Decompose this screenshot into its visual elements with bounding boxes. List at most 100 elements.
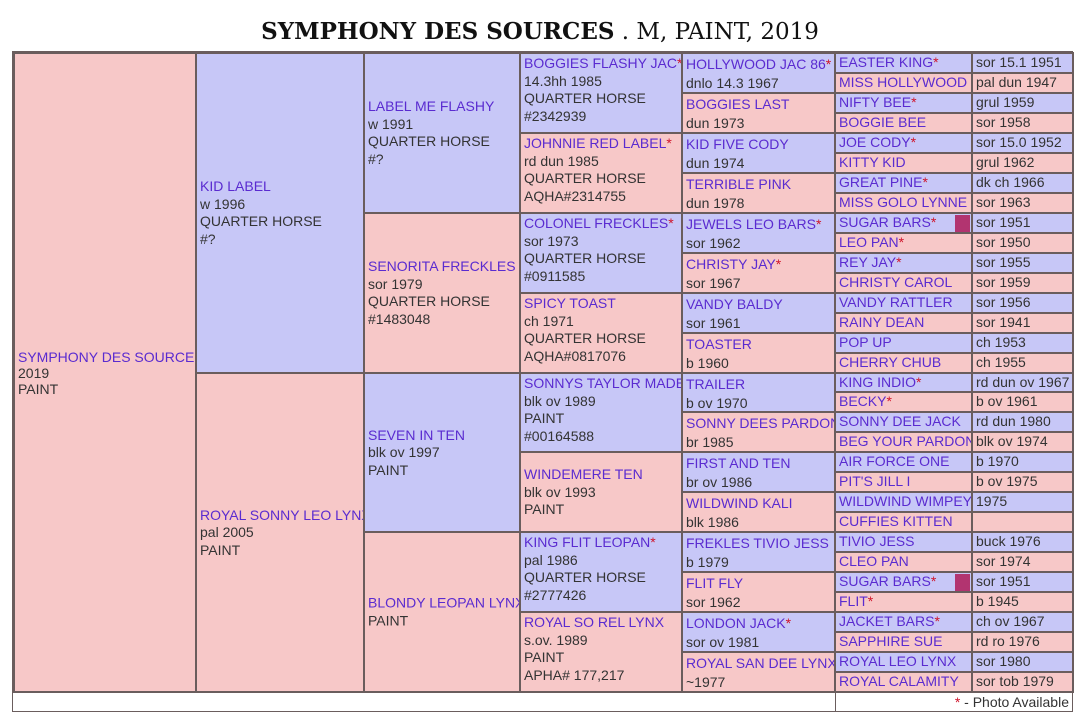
horse-name-link[interactable]: BECKY* (839, 393, 892, 409)
horse-name-link[interactable]: TRAILER (686, 376, 746, 392)
gen4-cell[interactable]: KID FIVE CODY dun 1974 (681, 132, 836, 174)
horse-name-link[interactable]: WILDWIND WIMPEY (839, 493, 972, 509)
gen3-cell[interactable]: BOGGIES FLASHY JAC* 14.3hh 1985 QUARTER HO… (519, 52, 683, 134)
horse-name-link[interactable]: WINDEMERE TEN (524, 465, 643, 482)
gen3-cell[interactable]: SPICY TOAST ch 1971 QUARTER HORSE AQHA#0817… (519, 292, 683, 374)
gen5-name-cell[interactable]: LEO PAN* (834, 232, 973, 254)
horse-name-link[interactable]: CLEO PAN (839, 553, 909, 569)
horse-name-link[interactable]: JOHNNIE RED LABEL* (524, 135, 672, 151)
horse-name-link[interactable]: BOGGIES FLASHY JAC* (524, 55, 683, 71)
gen4-cell[interactable]: BOGGIES LAST dun 1973 (681, 92, 836, 134)
horse-name-link[interactable]: SONNY DEES PARDON (686, 415, 836, 431)
gen4-cell[interactable]: HOLLYWOOD JAC 86* dnlo 14.3 1967 (681, 52, 836, 94)
horse-name-link[interactable]: FIRST AND TEN (686, 455, 791, 471)
gen5-name-cell[interactable]: FLIT* (834, 591, 973, 613)
horse-name-link[interactable]: FLIT* (839, 593, 874, 609)
horse-name-link[interactable]: ROYAL SO REL LYNX (524, 614, 665, 630)
gen3-cell[interactable]: COLONEL FRECKLES* sor 1973 QUARTER HORSE #0… (519, 212, 683, 294)
horse-name-link[interactable]: KING FLIT LEOPAN* (524, 534, 656, 550)
horse-name-link[interactable]: REY JAY* (839, 254, 902, 270)
gen4-cell[interactable]: TERRIBLE PINK dun 1978 (681, 172, 836, 214)
gen4-cell[interactable]: FREKLES TIVIO JESS b 1979 (681, 531, 836, 573)
gen4-cell[interactable]: FLIT FLY sor 1962 (681, 571, 836, 613)
horse-name-link[interactable]: LABEL ME FLASHY (368, 98, 495, 114)
horse-name-link[interactable]: MISS GOLO LYNNE (839, 194, 968, 210)
gen1-cell[interactable]: ROYAL SONNY LEO LYNX pal 2005 PAINT (195, 372, 365, 693)
horse-name-link[interactable]: BOGGIE BEE (839, 114, 927, 130)
gen5-name-cell[interactable]: ROYAL LEO LYNX (834, 651, 973, 673)
horse-name-link[interactable]: CUFFIES KITTEN (839, 513, 953, 529)
gen4-cell[interactable]: TOASTER b 1960 (681, 332, 836, 374)
gen2-cell[interactable]: LABEL ME FLASHY w 1991 QUARTER HORSE #? (363, 52, 521, 214)
horse-name-link[interactable]: VANDY BALDY (686, 296, 783, 312)
horse-name-link[interactable]: ROYAL SAN DEE LYNX (686, 655, 836, 671)
horse-name-link[interactable]: PIT'S JILL I (839, 473, 911, 489)
gen5-name-cell[interactable]: SUGAR BARS* (834, 212, 973, 234)
horse-name-link[interactable]: CHRISTY JAY* (686, 256, 782, 272)
gen3-cell[interactable]: JOHNNIE RED LABEL* rd dun 1985 QUARTER HOR… (519, 132, 683, 214)
gen3-cell[interactable]: KING FLIT LEOPAN* pal 1986 QUARTER HORSE #2… (519, 531, 683, 613)
gen5-name-cell[interactable]: MISS GOLO LYNNE (834, 192, 973, 214)
gen5-name-cell[interactable]: MISS HOLLYWOOD (834, 72, 973, 94)
gen5-name-cell[interactable]: BECKY* (834, 391, 973, 413)
horse-name-link[interactable]: SENORITA FRECKLES (368, 258, 516, 274)
gen4-cell[interactable]: JEWELS LEO BARS* sor 1962 (681, 212, 836, 254)
gen5-name-cell[interactable]: VANDY RATTLER (834, 292, 973, 314)
gen5-name-cell[interactable]: REY JAY* (834, 252, 973, 274)
horse-name-link[interactable]: HOLLYWOOD JAC 86* (686, 56, 832, 72)
horse-name-link[interactable]: FLIT FLY (686, 575, 744, 591)
horse-name-link[interactable]: JEWELS LEO BARS* (686, 216, 822, 232)
gen5-name-cell[interactable]: AIR FORCE ONE (834, 451, 973, 473)
gen5-name-cell[interactable]: RAINY DEAN (834, 312, 973, 334)
gen3-cell[interactable]: SONNYS TAYLOR MADE blk ov 1989 PAINT #00164… (519, 372, 683, 453)
horse-name-link[interactable]: SAPPHIRE SUE (839, 633, 943, 649)
gen2-cell[interactable]: SEVEN IN TEN blk ov 1997 PAINT (363, 372, 521, 533)
gen4-cell[interactable]: ROYAL SAN DEE LYNX ~1977 (681, 651, 836, 693)
gen4-cell[interactable]: LONDON JACK* sor ov 1981 (681, 611, 836, 653)
horse-name-link[interactable]: ROYAL LEO LYNX (839, 653, 957, 669)
gen5-name-cell[interactable]: BOGGIE BEE (834, 112, 973, 134)
gen5-name-cell[interactable]: JACKET BARS* (834, 611, 973, 633)
gen5-name-cell[interactable]: CLEO PAN (834, 551, 973, 573)
horse-name-link[interactable]: KITTY KID (839, 154, 906, 170)
horse-name-link[interactable]: SUGAR BARS* (839, 573, 937, 589)
subject-cell[interactable]: SYMPHONY DES SOURCES 2019 PAINT (13, 52, 197, 693)
horse-name-link[interactable]: TOASTER (686, 336, 752, 352)
gen5-name-cell[interactable]: CHRISTY CAROL (834, 272, 973, 294)
horse-name-link[interactable]: SPICY TOAST (524, 295, 616, 311)
gen4-cell[interactable]: TRAILER b ov 1970 (681, 372, 836, 413)
horse-name-link[interactable]: SYMPHONY DES SOURCES (18, 348, 197, 365)
horse-name-link[interactable]: JACKET BARS* (839, 613, 940, 629)
gen4-cell[interactable]: SONNY DEES PARDON br 1985 (681, 411, 836, 453)
horse-name-link[interactable]: ROYAL SONNY LEO LYNX (200, 506, 365, 523)
horse-name-link[interactable]: TERRIBLE PINK (686, 176, 792, 192)
gen5-name-cell[interactable]: NIFTY BEE* (834, 92, 973, 114)
horse-name-link[interactable]: WILDWIND KALI (686, 495, 793, 511)
gen1-cell[interactable]: KID LABEL w 1996 QUARTER HORSE #? (195, 52, 365, 374)
horse-name-link[interactable]: NIFTY BEE* (839, 94, 917, 110)
gen5-name-cell[interactable]: SONNY DEE JACK (834, 411, 973, 433)
gen2-cell[interactable]: SENORITA FRECKLES sor 1979 QUARTER HORSE #1… (363, 212, 521, 374)
horse-name-link[interactable]: CHRISTY CAROL (839, 274, 953, 290)
horse-name-link[interactable]: GREAT PINE* (839, 174, 928, 190)
gen4-cell[interactable]: VANDY BALDY sor 1961 (681, 292, 836, 334)
horse-name-link[interactable]: POP UP (839, 334, 892, 350)
horse-name-link[interactable]: SEVEN IN TEN (368, 426, 465, 443)
gen5-name-cell[interactable]: KITTY KID (834, 152, 973, 174)
gen4-cell[interactable]: WILDWIND KALI blk 1986 (681, 491, 836, 533)
horse-name-link[interactable]: AIR FORCE ONE (839, 453, 950, 469)
gen5-name-cell[interactable]: BEG YOUR PARDON (834, 431, 973, 453)
gen5-name-cell[interactable]: CHERRY CHUB (834, 352, 973, 374)
horse-name-link[interactable]: JOE CODY* (839, 134, 917, 150)
horse-name-link[interactable]: LEO PAN* (839, 234, 905, 250)
horse-name-link[interactable]: FREKLES TIVIO JESS (686, 535, 829, 551)
horse-name-link[interactable]: COLONEL FRECKLES* (524, 215, 674, 231)
gen5-name-cell[interactable]: ROYAL CALAMITY (834, 671, 973, 693)
gen5-name-cell[interactable]: CUFFIES KITTEN (834, 511, 973, 533)
gen3-cell[interactable]: WINDEMERE TEN blk ov 1993 PAINT (519, 451, 683, 533)
horse-name-link[interactable]: KID FIVE CODY (686, 136, 789, 152)
horse-name-link[interactable]: KID LABEL (200, 178, 271, 194)
horse-name-link[interactable]: TIVIO JESS (839, 533, 915, 549)
gen3-cell[interactable]: ROYAL SO REL LYNX s.ov. 1989 PAINT APHA# 17… (519, 611, 683, 693)
gen5-name-cell[interactable]: PIT'S JILL I (834, 471, 973, 493)
